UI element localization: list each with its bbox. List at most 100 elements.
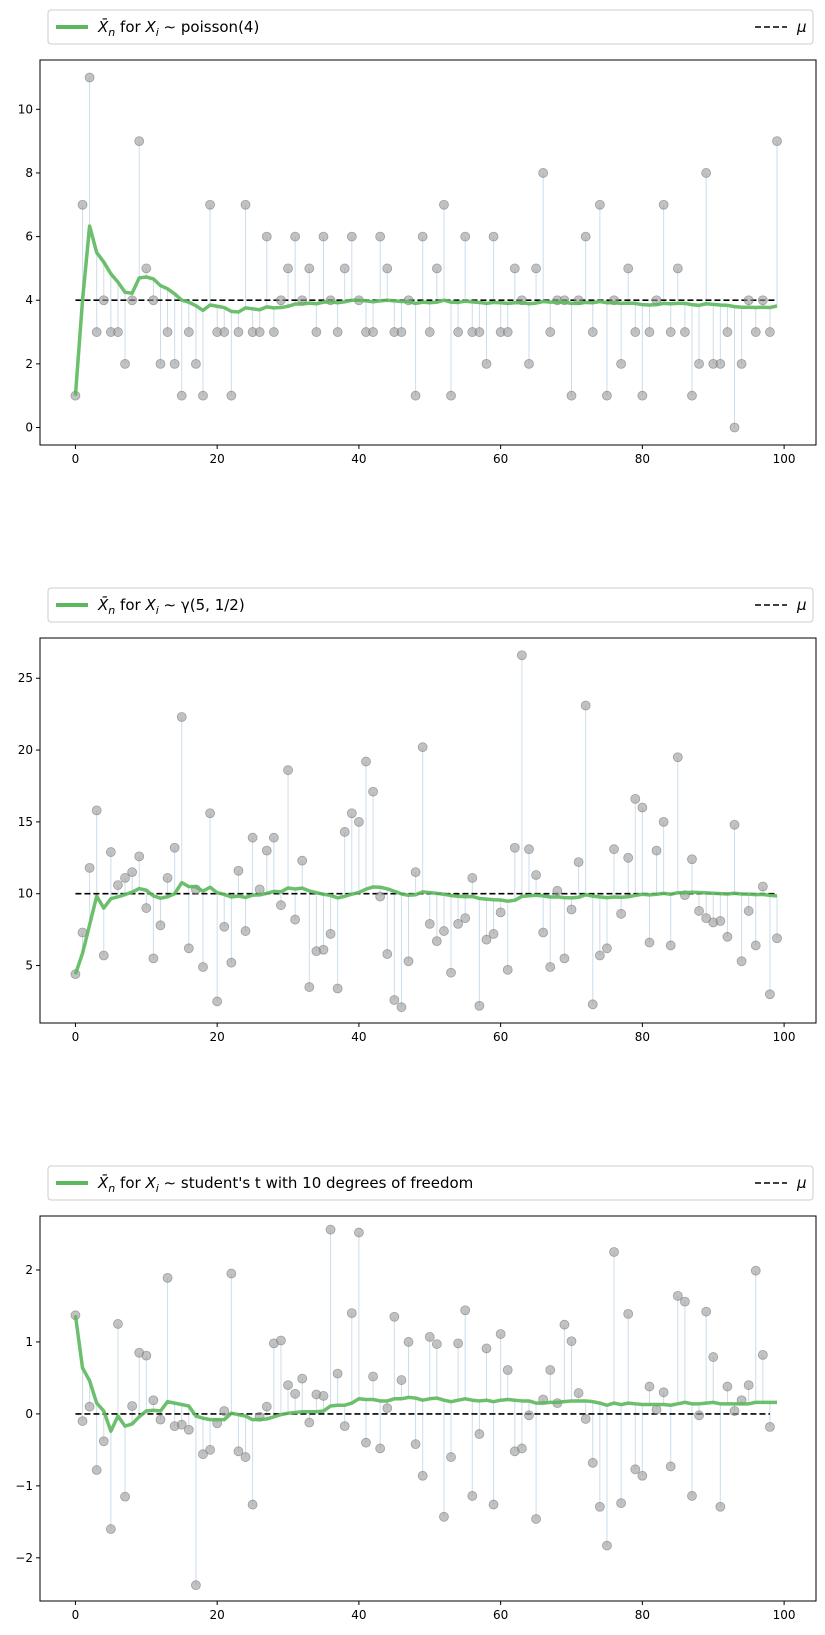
y-tick-label: 10 [18, 887, 33, 901]
sample-point [509, 842, 520, 853]
sample-point [431, 1339, 442, 1349]
sample-point [623, 263, 634, 274]
sample-point [120, 358, 130, 369]
sample-point [311, 327, 322, 337]
sample-point [694, 358, 704, 369]
sample-point [460, 231, 471, 242]
sample-point [474, 327, 485, 337]
y-tick-label: 25 [18, 671, 33, 685]
sample-point [176, 1419, 187, 1430]
sample-point [290, 914, 301, 925]
sample-point [757, 881, 768, 892]
sample-point [453, 327, 464, 337]
sample-point [141, 903, 152, 913]
plot-area [40, 60, 816, 445]
sample-point [368, 327, 378, 337]
x-tick-label: 80 [635, 452, 650, 466]
x-tick-label: 60 [493, 452, 508, 466]
y-tick-label: −1 [15, 1479, 33, 1493]
x-tick-label: 40 [351, 1608, 366, 1622]
sample-point [417, 231, 428, 242]
sample-point [375, 231, 386, 242]
sample-point [665, 327, 676, 337]
sample-point [757, 1349, 768, 1360]
sample-point [120, 1491, 130, 1502]
sample-point [98, 295, 109, 306]
sample-point [545, 327, 556, 337]
sample-point [297, 1373, 308, 1384]
sample-point [141, 263, 152, 274]
sample-point [446, 390, 456, 401]
y-tick-label: 2 [25, 1263, 33, 1277]
sample-point [772, 136, 782, 147]
sample-point [545, 962, 556, 972]
sample-point [439, 199, 449, 210]
y-tick-label: −2 [15, 1551, 33, 1565]
legend: X̄n for Xi ∼ student's t with 10 degrees… [47, 1165, 814, 1201]
sample-point [91, 327, 102, 337]
sample-point [687, 1491, 697, 1501]
plot-area [40, 638, 816, 1023]
sample-point [658, 816, 669, 827]
sample-point [495, 907, 506, 918]
x-tick-label: 20 [210, 452, 225, 466]
sample-point [502, 327, 513, 337]
x-tick-label: 40 [351, 1030, 366, 1044]
sample-point [375, 1443, 386, 1454]
sample-point [651, 1404, 662, 1415]
sample-point [495, 1329, 506, 1339]
sample-point [283, 263, 293, 274]
sample-point [559, 1319, 570, 1330]
sample-point [191, 358, 201, 369]
legend-mu-label: μ [796, 596, 807, 614]
sample-point [240, 199, 251, 210]
y-tick-label: 4 [25, 293, 33, 307]
sample-point [304, 263, 315, 274]
sample-point [148, 953, 159, 964]
sample-point [594, 950, 605, 961]
sample-point [84, 72, 95, 83]
sample-point [488, 929, 499, 939]
sample-point [580, 1414, 591, 1424]
sample-point [439, 926, 449, 936]
legend-mean-label: X̄n for Xi ∼ poisson(4) [97, 17, 259, 39]
sample-point [765, 989, 775, 1000]
legend: X̄n for Xi ∼ poisson(4) μ [47, 9, 814, 45]
sample-point [261, 845, 272, 856]
sample-point [141, 1350, 152, 1361]
sample-point [368, 786, 378, 797]
sample-point [226, 957, 237, 968]
sample-point [623, 1308, 634, 1319]
legend-mean-label: X̄n for Xi ∼ student's t with 10 degrees… [97, 1173, 473, 1195]
sample-point [91, 1465, 102, 1475]
plot-frame [39, 637, 817, 1024]
sample-point [276, 900, 286, 911]
sample-point [566, 1336, 577, 1347]
sample-point [155, 920, 166, 931]
sample-point [701, 1306, 712, 1317]
sample-point [417, 1470, 428, 1481]
legend-mu-label: μ [796, 18, 807, 36]
sample-point [297, 855, 308, 866]
sample-point [637, 390, 648, 401]
x-tick-label: 0 [72, 452, 80, 466]
sample-point [736, 358, 747, 369]
sample-point [198, 962, 208, 972]
sample-point [587, 1457, 598, 1468]
sample-point [84, 1401, 95, 1412]
sample-point [233, 1446, 244, 1457]
sample-point [276, 1335, 286, 1346]
plot-frame [39, 59, 817, 446]
sample-point [566, 390, 577, 401]
x-tick-label: 100 [773, 1030, 796, 1044]
sample-point [162, 1272, 173, 1283]
sample-point [162, 327, 173, 337]
sample-point [439, 1511, 449, 1522]
sample-point [77, 199, 88, 210]
sample-point [672, 263, 683, 274]
sample-point [594, 1501, 605, 1512]
x-tick-label: 0 [72, 1608, 80, 1622]
sample-point [630, 327, 641, 337]
plot-frame [39, 1215, 817, 1602]
